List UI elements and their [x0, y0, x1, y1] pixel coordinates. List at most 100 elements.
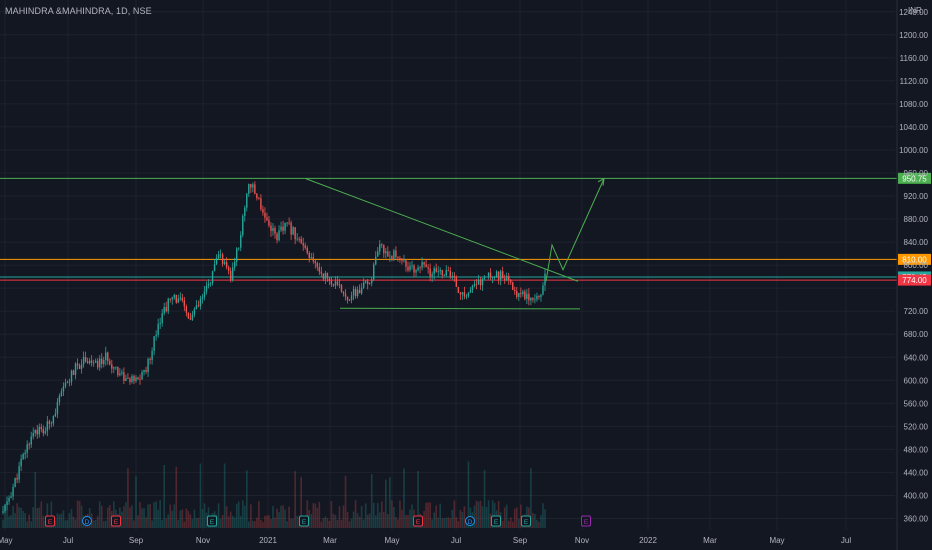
volume-bar [294, 471, 296, 528]
event-marker[interactable]: E [45, 515, 55, 527]
price-tick-label: 560.00 [904, 399, 929, 408]
candle-body [358, 289, 361, 294]
candle-body [101, 358, 103, 365]
event-marker[interactable]: D [465, 516, 475, 527]
level-price-value: 950.75 [902, 174, 927, 183]
candle-body [78, 365, 81, 369]
earnings-badge [581, 515, 591, 527]
candle-body [119, 373, 121, 376]
price-axis[interactable]: 360.00 400.00 440.00 480.00 520.00 560.00 600.… [896, 0, 929, 550]
candle-body [42, 429, 45, 434]
candle-body [181, 297, 184, 301]
candle-body [534, 299, 536, 301]
volume-bar [262, 521, 264, 528]
event-marker[interactable]: E [581, 515, 591, 527]
descending-trendline[interactable] [305, 178, 579, 282]
price-tick-label: 1200.00 [899, 31, 928, 40]
candle-body [40, 427, 42, 430]
volume-bar [113, 501, 115, 528]
event-marker[interactable]: D [82, 516, 92, 527]
volume-bar [356, 513, 359, 528]
candle-body [364, 281, 367, 283]
volume-bar [318, 501, 321, 528]
volume-bar [515, 507, 518, 528]
event-marker[interactable]: E [299, 515, 309, 527]
volume-bar [534, 514, 536, 528]
volume-bar [346, 511, 349, 528]
volume-bar [193, 509, 196, 528]
time-tick-label: Jul [841, 536, 851, 545]
candle-body [286, 222, 288, 224]
candle-body [354, 288, 357, 297]
candle-body [44, 431, 47, 434]
candle-body [193, 308, 196, 315]
volume-bar [447, 517, 450, 528]
volume-bar [467, 461, 470, 528]
event-marker[interactable]: E [491, 515, 501, 527]
volume-bar [328, 521, 331, 528]
volume-bar [191, 519, 194, 528]
candle-body [68, 381, 71, 383]
event-marker[interactable]: E [413, 515, 423, 527]
event-marker-label: E [584, 519, 589, 526]
volume-bar [425, 502, 427, 528]
price-tick-label: 920.00 [904, 192, 929, 201]
volume-bar [163, 464, 165, 528]
volume-bar [352, 511, 355, 528]
event-marker-label: E [210, 519, 215, 526]
candle-body [185, 306, 188, 313]
price-tick-label: 720.00 [904, 307, 929, 316]
candle-body [338, 284, 341, 286]
event-marker-label: E [524, 519, 529, 526]
time-tick-label: Nov [196, 536, 210, 545]
volume-bar [439, 503, 442, 528]
earnings-badge [491, 515, 501, 527]
candle-body [30, 436, 32, 445]
candle-body [88, 360, 91, 364]
volume-bar [137, 515, 139, 528]
candle-body [332, 284, 335, 286]
candle-body [520, 293, 522, 294]
candle-body [171, 297, 173, 300]
volume-bar [177, 519, 180, 528]
dividend-badge [82, 516, 92, 526]
candle-body [447, 270, 449, 271]
time-tick-label: Mar [703, 536, 717, 545]
volume-bar [165, 518, 168, 528]
candle-body [66, 381, 69, 383]
candle-body [288, 222, 290, 224]
volume-bar [513, 508, 516, 528]
volume-bar [423, 510, 425, 528]
candle-body [131, 376, 133, 383]
volume-bar [141, 508, 143, 528]
projection-path[interactable] [545, 178, 605, 282]
event-marker[interactable]: E [111, 515, 121, 527]
volume-bar [225, 506, 228, 528]
volume-bar [151, 520, 153, 528]
time-axis[interactable]: May Jul Sep Nov 2021 Mar May Jul Sep Nov 2022 Mar Ma… [0, 536, 851, 545]
candle-body [12, 487, 14, 497]
trend-drawings[interactable] [305, 177, 605, 310]
level-price-tag [898, 253, 931, 265]
candle-body [491, 277, 494, 278]
candle-body [22, 454, 24, 459]
volume-bar [219, 518, 222, 528]
volume-bar [449, 518, 452, 528]
candle-body [399, 257, 401, 259]
candle-body [375, 256, 377, 265]
volume-bar [368, 513, 371, 528]
event-marker[interactable]: E [207, 515, 217, 527]
volume-bar [383, 511, 385, 528]
candle-body [18, 466, 20, 480]
volume-bar [401, 509, 403, 528]
support-trendline[interactable] [339, 307, 581, 310]
candle-body [514, 289, 516, 292]
event-marker[interactable]: E [521, 515, 531, 527]
volume-bar [80, 505, 83, 528]
candle-body [165, 307, 167, 312]
volume-bar [278, 512, 280, 528]
volume-bar [159, 500, 161, 528]
